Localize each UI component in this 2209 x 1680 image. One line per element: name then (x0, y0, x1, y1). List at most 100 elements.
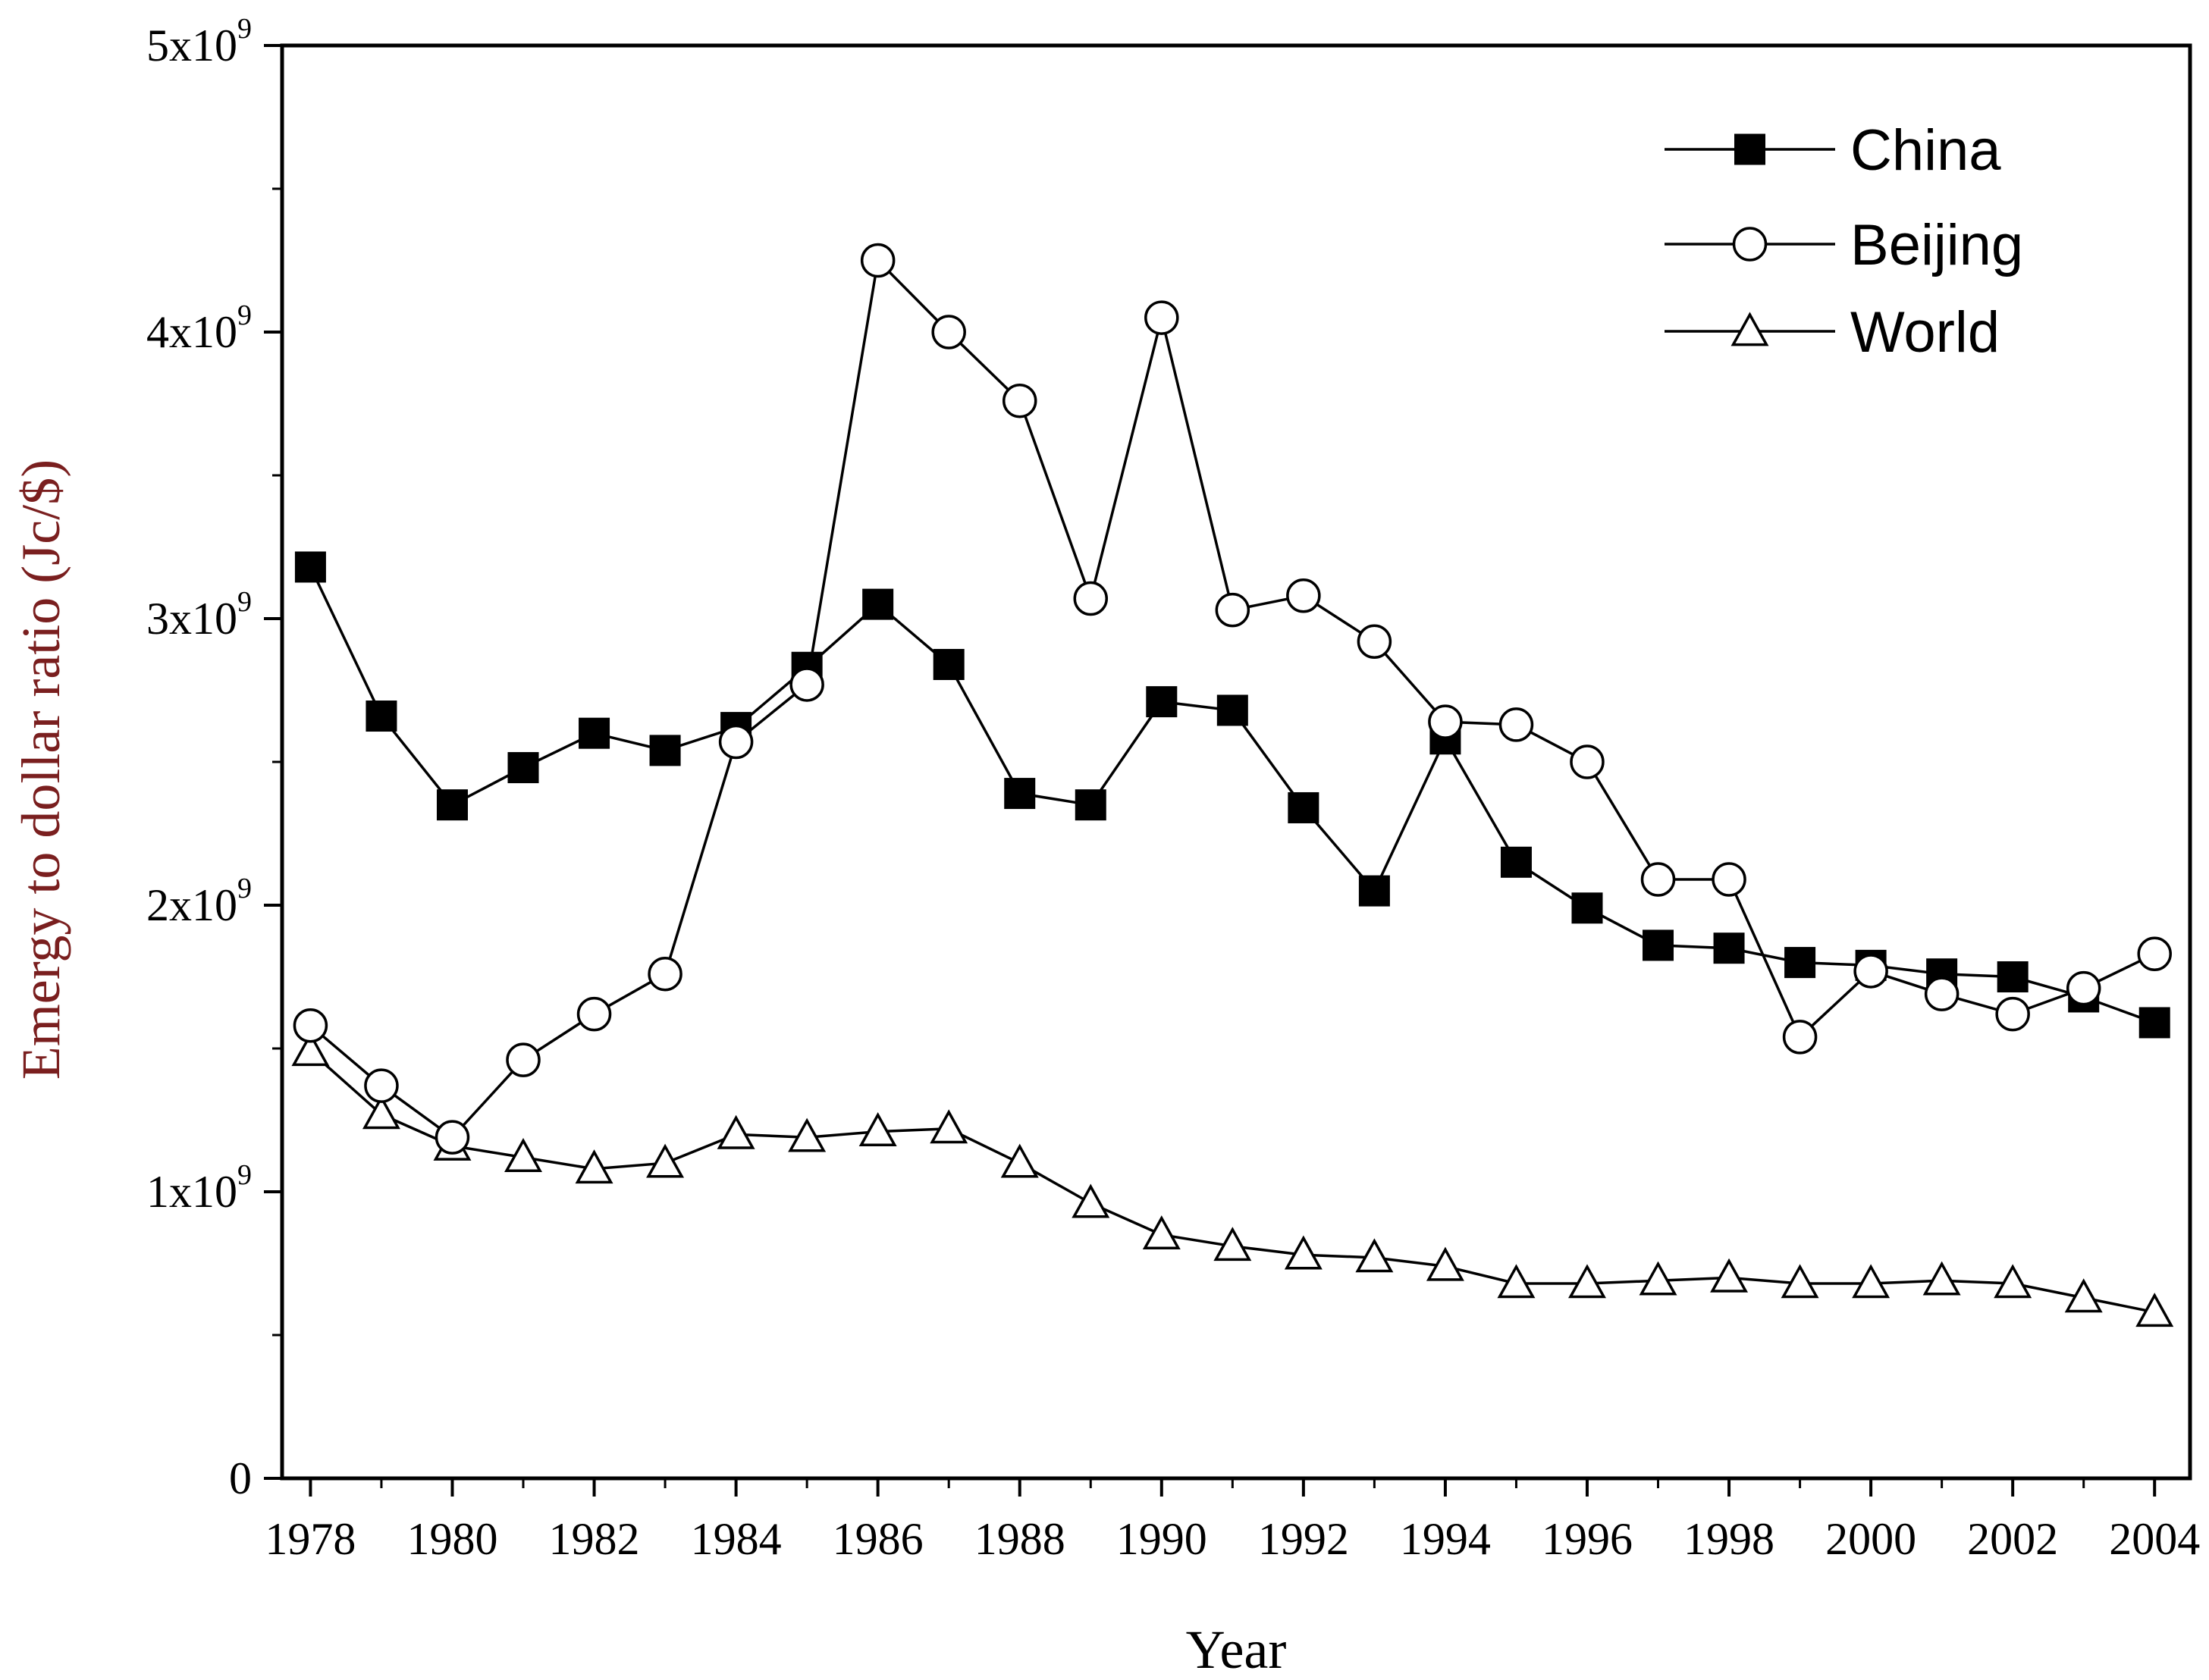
world-point (788, 1117, 827, 1152)
world-point (1072, 1183, 1110, 1218)
world-point (1639, 1261, 1677, 1296)
x-tick-label: 2002 (1967, 1514, 2058, 1564)
legend-marker-china (1734, 133, 1765, 165)
world-point (1355, 1238, 1394, 1273)
legend-label-beijing: Beijing (1850, 213, 2023, 277)
beijing-point (2137, 936, 2172, 972)
legend: China Beijing World (1665, 118, 2023, 365)
beijing-point (1640, 862, 1676, 897)
series-world (291, 1032, 2174, 1327)
beijing-point (364, 1068, 399, 1103)
legend-marker-world (1730, 312, 1769, 346)
world-point (1284, 1235, 1323, 1270)
china-point (649, 735, 681, 766)
world-point (930, 1109, 968, 1144)
x-tick-label: 2000 (1825, 1514, 1916, 1564)
china-point (294, 551, 326, 583)
china-point (862, 588, 894, 620)
beijing-point (1782, 1020, 1818, 1055)
x-tick-label: 1978 (265, 1514, 356, 1564)
legend-label-world: World (1850, 300, 2000, 365)
world-point (1852, 1264, 1891, 1299)
china-point (1146, 686, 1178, 718)
x-tick-label: 1984 (691, 1514, 782, 1564)
world-point (1710, 1258, 1749, 1293)
x-tick-label: 1992 (1258, 1514, 1349, 1564)
beijing-point (1995, 996, 2030, 1032)
china-point (1500, 846, 1532, 878)
world-point (2064, 1278, 2103, 1313)
beijing-point (1853, 954, 1888, 989)
x-tick-label: 1994 (1400, 1514, 1491, 1564)
x-tick-label: 1986 (833, 1514, 924, 1564)
y-tick-label: 5x109 (146, 13, 252, 71)
beijing-point (1144, 300, 1179, 335)
beijing-point (860, 243, 896, 278)
world-point (291, 1032, 330, 1067)
y-tick-label: 1x109 (146, 1159, 252, 1217)
x-tick-label: 1996 (1542, 1514, 1633, 1564)
china-point (1784, 947, 1816, 979)
beijing-point (1570, 744, 1605, 779)
beijing-point (1924, 976, 1960, 1011)
china-point (1288, 791, 1319, 823)
world-point (2135, 1293, 2174, 1327)
china-point (1713, 932, 1745, 964)
legend-item-china: China (1665, 118, 2001, 183)
beijing-point (1357, 624, 1392, 659)
beijing-point (1073, 581, 1109, 616)
beijing-point (789, 667, 824, 702)
legend-item-world: World (1665, 300, 2000, 365)
world-point (1994, 1264, 2032, 1299)
x-tick-label: 2004 (2109, 1514, 2200, 1564)
china-point (1997, 961, 2029, 992)
beijing-point (1498, 707, 1534, 742)
world-point (1922, 1261, 1961, 1296)
x-tick-label: 1982 (549, 1514, 640, 1564)
legend-marker-beijing (1732, 227, 1768, 262)
beijing-point (1286, 578, 1321, 613)
y-tick-label: 2x109 (146, 873, 252, 930)
world-point (858, 1112, 897, 1146)
china-point (1216, 694, 1248, 726)
china-point (2138, 1007, 2170, 1039)
legend-item-beijing: Beijing (1665, 213, 2023, 277)
world-point (504, 1138, 542, 1172)
x-tick-label: 1998 (1683, 1514, 1774, 1564)
beijing-point (718, 724, 754, 760)
beijing-point (576, 996, 612, 1032)
beijing-point (1428, 704, 1463, 739)
china-point (507, 752, 539, 784)
beijing-point (1002, 383, 1037, 418)
world-point (575, 1149, 613, 1184)
china-point (933, 648, 965, 680)
beijing-point (931, 315, 966, 349)
china-point (579, 717, 610, 749)
y-tick-label: 0 (229, 1453, 252, 1503)
world-point (1781, 1264, 1819, 1299)
legend-label-china: China (1850, 118, 2001, 183)
china-point (1643, 929, 1674, 961)
china-point (1004, 778, 1036, 810)
world-point (717, 1114, 755, 1149)
x-tick-label: 1990 (1116, 1514, 1207, 1564)
world-point (362, 1095, 400, 1130)
china-point (1358, 875, 1390, 907)
y-tick-label: 4x109 (146, 299, 252, 357)
world-point (646, 1143, 685, 1178)
world-point (1426, 1246, 1464, 1281)
world-point (1497, 1264, 1536, 1299)
world-point (1142, 1215, 1181, 1250)
world-point (1568, 1264, 1606, 1299)
beijing-point (648, 956, 682, 992)
beijing-point (1215, 592, 1250, 628)
china-point (366, 701, 397, 732)
world-point (1213, 1227, 1252, 1262)
x-tick-label: 1988 (974, 1514, 1065, 1564)
china-point (1571, 892, 1603, 924)
y-axis-title: Emergy to dollar ratio (Jc/$) (11, 459, 71, 1080)
beijing-point (293, 1008, 328, 1043)
beijing-point (435, 1120, 470, 1155)
world-point (1000, 1143, 1039, 1178)
